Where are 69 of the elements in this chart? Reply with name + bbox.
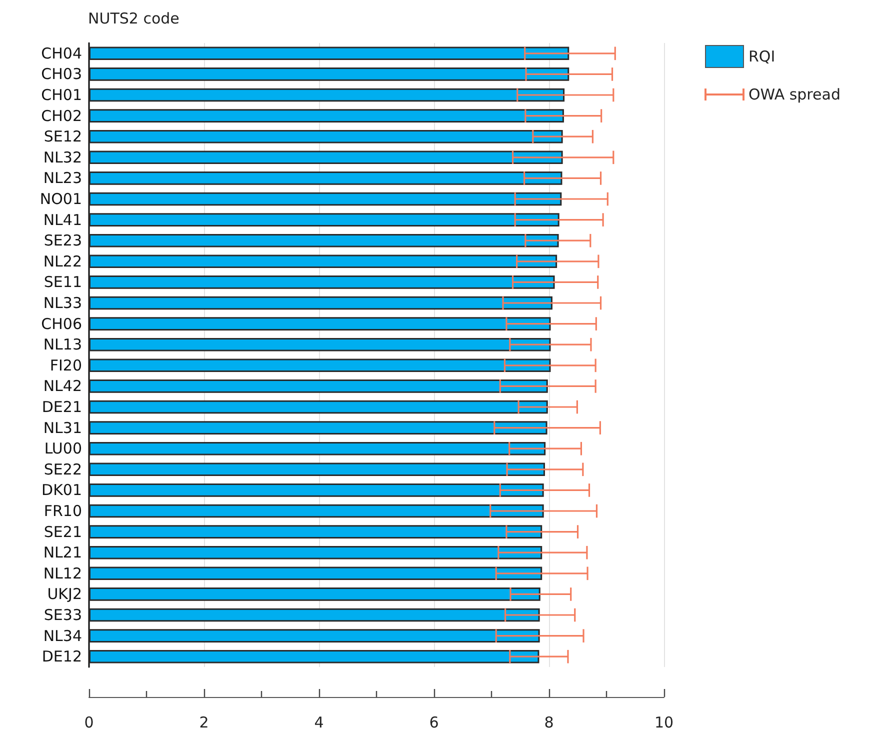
y-tick-label: UKJ2 bbox=[47, 585, 82, 604]
bar bbox=[89, 88, 565, 102]
bar bbox=[89, 358, 551, 372]
y-tick-label: DK01 bbox=[42, 481, 82, 500]
bar bbox=[89, 150, 563, 164]
y-tick-label: NL13 bbox=[43, 336, 82, 354]
bar bbox=[89, 442, 546, 456]
x-tick-label: 0 bbox=[84, 714, 94, 732]
y-tick-label: SE23 bbox=[44, 232, 82, 250]
y-tick-label: SE12 bbox=[44, 128, 82, 146]
y-tick-label: NL12 bbox=[43, 564, 82, 582]
bar bbox=[89, 546, 542, 560]
x-tick-label: 4 bbox=[314, 714, 324, 732]
y-tick-label: FI20 bbox=[50, 356, 82, 374]
bar bbox=[89, 400, 548, 414]
y-tick-label: SE22 bbox=[44, 460, 82, 478]
bar bbox=[89, 566, 542, 580]
bar bbox=[89, 421, 548, 434]
y-tick-label: NL22 bbox=[43, 252, 82, 270]
y-tick-label: LU00 bbox=[44, 440, 82, 458]
bar bbox=[89, 109, 564, 122]
bar bbox=[89, 296, 552, 310]
y-tick-label: SE11 bbox=[44, 273, 82, 292]
bar bbox=[89, 525, 542, 538]
y-tick-label: FR10 bbox=[44, 502, 82, 520]
x-tick-label: 2 bbox=[199, 714, 209, 732]
y-tick-label: CH02 bbox=[41, 106, 82, 125]
y-tick-label: NL42 bbox=[43, 377, 82, 396]
bar bbox=[89, 462, 545, 476]
x-tick-label: 6 bbox=[429, 714, 439, 732]
y-tick-label: CH03 bbox=[41, 65, 82, 84]
y-tick-label: NL34 bbox=[43, 626, 82, 645]
bar bbox=[89, 504, 544, 518]
y-tick-label: NL31 bbox=[43, 418, 82, 437]
y-tick-label: CH06 bbox=[41, 314, 82, 333]
bar bbox=[89, 629, 540, 642]
bar bbox=[89, 608, 540, 622]
bar bbox=[89, 484, 544, 497]
bar bbox=[89, 192, 562, 206]
y-tick-label: NL21 bbox=[43, 544, 82, 562]
y-tick-label: NO01 bbox=[40, 190, 82, 208]
bar bbox=[89, 130, 563, 144]
y-tick-label: CH01 bbox=[41, 86, 82, 104]
y-tick-label: NL23 bbox=[43, 169, 82, 188]
y-tick-label: SE33 bbox=[44, 606, 82, 624]
bar bbox=[89, 650, 540, 664]
bar bbox=[89, 317, 551, 330]
bar bbox=[89, 213, 560, 226]
x-tick-label: 10 bbox=[654, 714, 674, 732]
bar bbox=[89, 46, 570, 60]
text: OWA spread bbox=[748, 86, 840, 104]
bar bbox=[89, 254, 558, 268]
y-tick-label: DE12 bbox=[42, 648, 82, 666]
bar bbox=[89, 68, 570, 81]
y-tick-label: CH04 bbox=[41, 44, 82, 62]
y-axis-title: NUTS2 code bbox=[88, 10, 180, 28]
y-tick-label: NL32 bbox=[43, 148, 82, 166]
bar bbox=[89, 588, 540, 601]
bar bbox=[89, 276, 555, 289]
y-tick-label: DE21 bbox=[42, 398, 82, 416]
y-tick-label: NL33 bbox=[43, 294, 82, 312]
y-tick-label: NL41 bbox=[43, 210, 82, 229]
bar bbox=[89, 172, 562, 185]
legend-label: RQI bbox=[748, 48, 776, 66]
bar bbox=[89, 234, 559, 248]
x-tick-label: 8 bbox=[544, 714, 554, 732]
y-tick-label: SE21 bbox=[44, 522, 82, 541]
bar bbox=[89, 380, 548, 393]
bar bbox=[89, 338, 551, 352]
